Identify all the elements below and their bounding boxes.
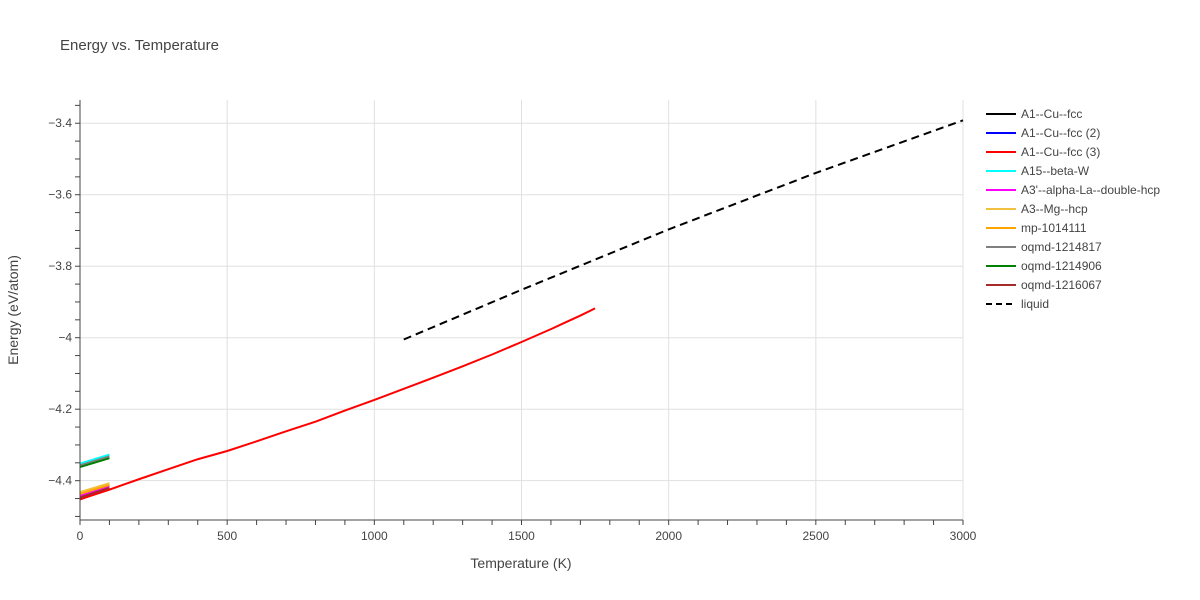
series-line-4 [79,485,110,497]
x-tick-label: 2500 [802,529,829,543]
chart-title: Energy vs. Temperature [60,37,219,54]
x-tick-label: 500 [217,529,237,543]
y-tick-label: −4.2 [48,402,72,416]
y-tick-label: −3.6 [48,188,72,202]
axes: 0 500 1000 1500 2000 2500 3000 −4.4 −4.2 −4 −3.8 −3… [48,100,977,543]
y-tick-label: −4 [58,331,72,345]
legend-item-label: mp-1014111 [1021,221,1087,235]
grid [80,100,964,520]
series-line-3 [79,453,110,465]
x-tick-label: 2000 [655,529,682,543]
x-tick-label: 0 [77,529,84,543]
legend-item-label: A1--Cu--fcc [1021,107,1082,121]
x-axis-label: Temperature (K) [470,555,571,571]
legend-item-label: A1--Cu--fcc (2) [1021,126,1100,140]
series-line-7 [79,455,110,467]
legend-item-label: A3'--alpha-La--double-hcp [1021,183,1160,197]
plot-area [79,119,964,501]
legend-item-label: oqmd-1214906 [1021,259,1102,273]
legend-item-label: oqmd-1216067 [1021,278,1102,292]
y-tick-label: −4.4 [48,474,72,488]
series-line-9 [79,486,110,499]
legend-item-label: oqmd-1214817 [1021,240,1102,254]
series-line-6 [79,484,110,495]
x-tick-label: 1500 [508,529,535,543]
series-line-10 [403,119,964,341]
x-tick-label: 1000 [361,529,388,543]
y-axis-label: Energy (eV/atom) [5,255,21,365]
series-line-5 [79,482,110,494]
legend: A1--Cu--fcc A1--Cu--fcc (2) A1--Cu--fcc (3… [986,107,1160,311]
legend-item-label: A3--Mg--hcp [1021,202,1088,216]
legend-item-label: A1--Cu--fcc (3) [1021,145,1100,159]
y-tick-label: −3.8 [48,259,72,273]
x-tick-label: 3000 [950,529,977,543]
series-line-8 [79,457,110,469]
series-line-2 [79,307,596,501]
legend-item-label: A15--beta-W [1021,164,1090,178]
legend-item-label: liquid [1021,297,1049,311]
y-tick-label: −3.4 [48,116,72,130]
